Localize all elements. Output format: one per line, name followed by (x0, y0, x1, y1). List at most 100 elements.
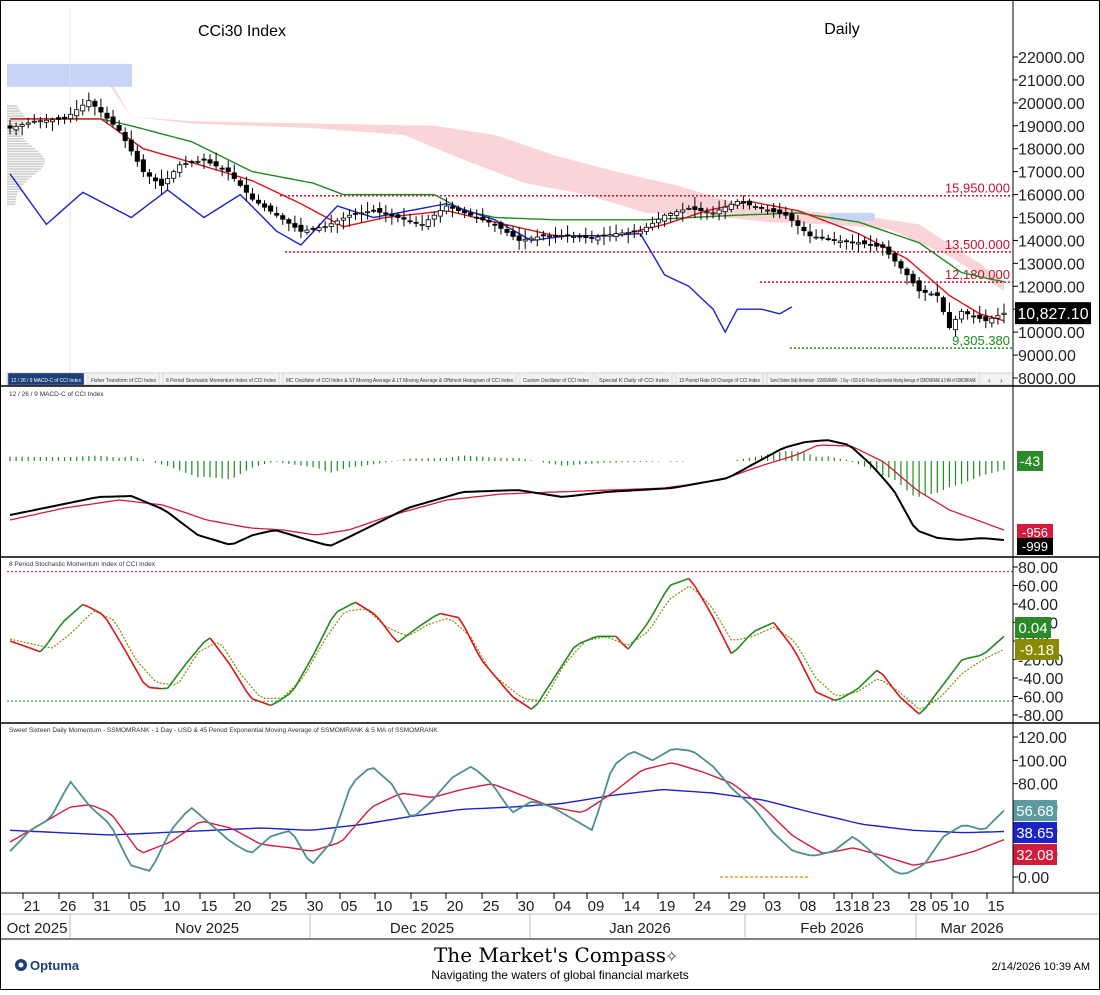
y-tick-label: 60.00 (1018, 579, 1058, 596)
candle-body (790, 214, 794, 220)
candle-body (844, 241, 848, 242)
volume-profile-bar (7, 151, 38, 153)
day-tick-label: 28 (910, 898, 927, 915)
candle-body (450, 207, 454, 209)
day-tick-label: 15 (988, 898, 1005, 915)
candle-body (135, 151, 139, 161)
candle-body (814, 237, 818, 238)
day-tick-label: 10 (953, 898, 970, 915)
candle-body (123, 132, 127, 140)
candle-body (335, 221, 339, 224)
smi-line-segment (834, 699, 840, 700)
candle-body (341, 218, 345, 220)
day-tick-label: 30 (307, 898, 324, 915)
candle-body (541, 235, 545, 236)
day-tick-label: 10 (376, 898, 393, 915)
y-tick-label: -40.00 (1018, 671, 1063, 688)
day-tick-label: 31 (94, 898, 111, 915)
candle-body (69, 114, 73, 118)
candle-body (511, 231, 515, 236)
candle-body (87, 101, 91, 107)
candle-body (778, 210, 782, 214)
candle-body (1002, 313, 1006, 314)
month-label: Jan 2026 (609, 920, 671, 937)
candle-body (329, 224, 333, 227)
last-price-label: 10,827.10 (1017, 306, 1088, 323)
candle-body (523, 239, 527, 241)
volume-profile-bar (7, 201, 16, 203)
macd-hist-value: -43 (1020, 453, 1040, 469)
volume-profile-bar (7, 110, 21, 112)
y-tick-label: 80.00 (1018, 560, 1058, 577)
candle-body (784, 212, 788, 215)
ss-rank-value: 56.68 (1016, 803, 1054, 820)
candle-body (244, 185, 248, 192)
volume-profile-bar (7, 158, 45, 160)
candle-body (396, 215, 400, 218)
optuma-logo-icon-inner (19, 963, 24, 968)
candle-body (899, 262, 903, 268)
y-tick-label: 100.00 (1018, 753, 1067, 770)
candle-body (93, 101, 97, 106)
tab-scroll-left-icon: ‹ (988, 376, 991, 385)
candle-body (14, 126, 18, 129)
candle-body (444, 206, 448, 211)
candle-body (772, 209, 776, 212)
candle-body (923, 290, 927, 292)
y-tick-label: 12000.00 (1018, 279, 1085, 296)
candle-body (614, 234, 618, 237)
volume-profile-bar (7, 153, 41, 155)
candle-body (990, 318, 994, 323)
candle-body (765, 210, 769, 211)
candle-body (172, 172, 176, 179)
candle-body (214, 162, 218, 166)
candle-body (208, 160, 212, 163)
y-tick-label: 120.00 (1018, 730, 1067, 747)
volume-profile-bar (7, 123, 24, 125)
smi-line-segment (155, 688, 161, 689)
volume-profile-bar (7, 113, 23, 115)
candle-body (802, 227, 806, 230)
candle-body (469, 213, 473, 215)
candle-body (996, 316, 1000, 318)
candle-body (699, 208, 703, 210)
y-tick-label: 20000.00 (1018, 96, 1085, 113)
candle-body (753, 207, 757, 208)
candle-body (220, 168, 224, 169)
candle-body (20, 125, 24, 127)
candle-body (650, 223, 654, 227)
volume-profile-bar (7, 133, 21, 135)
y-tick-label: 17000.00 (1018, 165, 1085, 182)
smi-value: 0.04 (1018, 620, 1047, 637)
candle-body (275, 213, 279, 215)
candle-body (353, 213, 357, 214)
candle-body (826, 239, 830, 240)
y-tick-label: 16000.00 (1018, 188, 1085, 205)
day-tick-label: 09 (588, 898, 605, 915)
month-label: Oct 2025 (7, 920, 68, 937)
candle-body (723, 207, 727, 212)
candle-body (626, 232, 630, 233)
candle-body (287, 220, 291, 224)
volume-profile-bar (7, 146, 32, 148)
candle-body (262, 204, 266, 207)
volume-profile-bar (7, 105, 17, 107)
candle-body (147, 173, 151, 177)
candle-body (735, 201, 739, 205)
tab-label: 8 Period Stochastic Momentum Index of CC… (166, 378, 276, 384)
candle-body (269, 206, 273, 211)
month-label: Feb 2026 (800, 920, 863, 937)
volume-profile-bar (7, 166, 43, 168)
candle-body (226, 168, 230, 172)
optuma-brand: Optuma (30, 958, 80, 973)
month-label: Nov 2025 (175, 920, 239, 937)
candle-body (820, 237, 824, 238)
candle-body (311, 228, 315, 229)
candle-body (390, 214, 394, 216)
candle-body (305, 230, 309, 232)
candle-body (578, 236, 582, 237)
level-label: 13,500.000 (945, 237, 1010, 252)
candle-body (75, 110, 79, 116)
